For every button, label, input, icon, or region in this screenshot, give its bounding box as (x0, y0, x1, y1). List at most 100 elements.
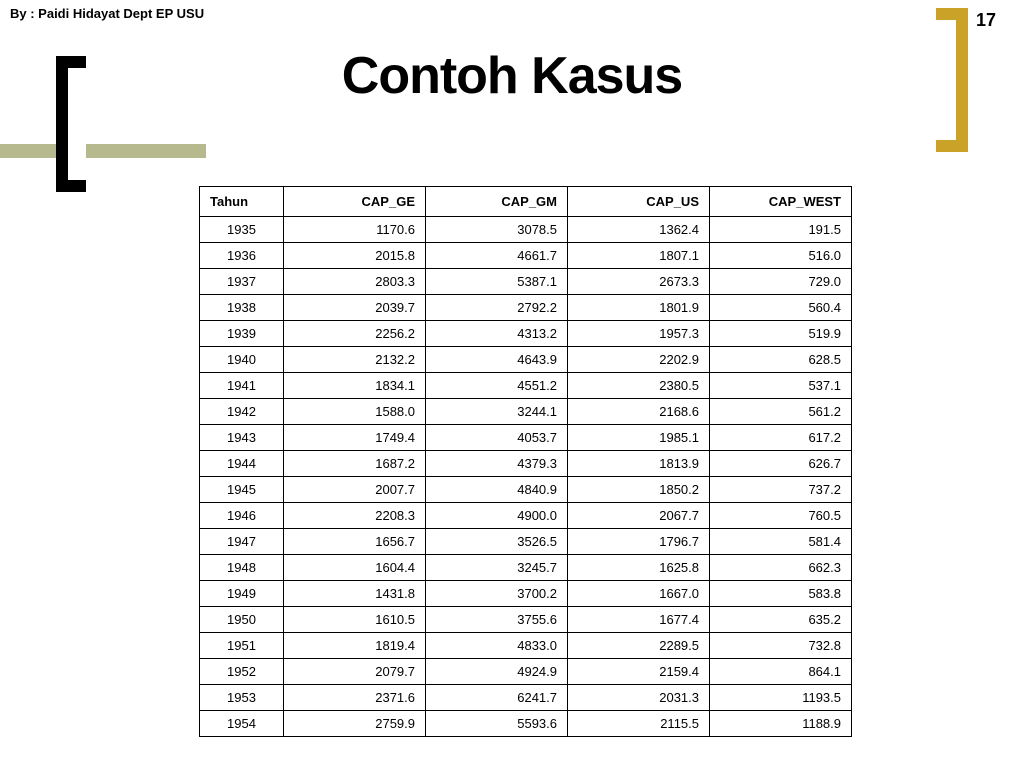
col-header-cap-us: CAP_US (568, 187, 710, 217)
cell-value: 4643.9 (426, 347, 568, 373)
cell-value: 732.8 (710, 633, 852, 659)
table-row: 19372803.35387.12673.3729.0 (200, 269, 852, 295)
slide-title: Contoh Kasus (0, 46, 1024, 106)
col-header-cap-ge: CAP_GE (284, 187, 426, 217)
table-row: 19511819.44833.02289.5732.8 (200, 633, 852, 659)
col-header-cap-west: CAP_WEST (710, 187, 852, 217)
cell-value: 519.9 (710, 321, 852, 347)
cell-value: 1801.9 (568, 295, 710, 321)
cell-value: 760.5 (710, 503, 852, 529)
table-row: 19491431.83700.21667.0583.8 (200, 581, 852, 607)
cell-value: 516.0 (710, 243, 852, 269)
data-table: Tahun CAP_GE CAP_GM CAP_US CAP_WEST 1935… (199, 186, 852, 737)
cell-value: 3078.5 (426, 217, 568, 243)
author-label: By : Paidi Hidayat Dept EP USU (10, 6, 204, 21)
cell-value: 2803.3 (284, 269, 426, 295)
cell-value: 1985.1 (568, 425, 710, 451)
cell-value: 1813.9 (568, 451, 710, 477)
cell-value: 3755.6 (426, 607, 568, 633)
cell-value: 581.4 (710, 529, 852, 555)
cell-value: 1431.8 (284, 581, 426, 607)
bracket-left-icon (56, 56, 86, 192)
cell-value: 1677.4 (568, 607, 710, 633)
cell-year: 1949 (200, 581, 284, 607)
cell-value: 2039.7 (284, 295, 426, 321)
cell-year: 1946 (200, 503, 284, 529)
cell-value: 2007.7 (284, 477, 426, 503)
table-row: 19441687.24379.31813.9626.7 (200, 451, 852, 477)
table-row: 19431749.44053.71985.1617.2 (200, 425, 852, 451)
cell-value: 1588.0 (284, 399, 426, 425)
table-row: 19462208.34900.02067.7760.5 (200, 503, 852, 529)
cell-year: 1945 (200, 477, 284, 503)
cell-value: 1850.2 (568, 477, 710, 503)
cell-value: 2380.5 (568, 373, 710, 399)
table-row: 19542759.95593.62115.51188.9 (200, 711, 852, 737)
cell-year: 1947 (200, 529, 284, 555)
slide: By : Paidi Hidayat Dept EP USU 17 Contoh… (0, 0, 1024, 768)
table-row: 19501610.53755.61677.4635.2 (200, 607, 852, 633)
cell-value: 2202.9 (568, 347, 710, 373)
col-header-tahun: Tahun (200, 187, 284, 217)
cell-value: 628.5 (710, 347, 852, 373)
cell-value: 1807.1 (568, 243, 710, 269)
table-row: 19382039.72792.21801.9560.4 (200, 295, 852, 321)
cell-value: 4313.2 (426, 321, 568, 347)
cell-year: 1935 (200, 217, 284, 243)
table-row: 19452007.74840.91850.2737.2 (200, 477, 852, 503)
table-row: 19351170.63078.51362.4191.5 (200, 217, 852, 243)
table-row: 19362015.84661.71807.1516.0 (200, 243, 852, 269)
cell-value: 2159.4 (568, 659, 710, 685)
table-row: 19402132.24643.92202.9628.5 (200, 347, 852, 373)
table-row: 19392256.24313.21957.3519.9 (200, 321, 852, 347)
table-row: 19522079.74924.92159.4864.1 (200, 659, 852, 685)
page-number: 17 (976, 10, 996, 31)
cell-value: 537.1 (710, 373, 852, 399)
cell-year: 1951 (200, 633, 284, 659)
cell-value: 4833.0 (426, 633, 568, 659)
cell-year: 1950 (200, 607, 284, 633)
cell-value: 1625.8 (568, 555, 710, 581)
cell-value: 1834.1 (284, 373, 426, 399)
cell-value: 626.7 (710, 451, 852, 477)
cell-value: 635.2 (710, 607, 852, 633)
cell-year: 1937 (200, 269, 284, 295)
table-row: 19532371.66241.72031.31193.5 (200, 685, 852, 711)
cell-year: 1936 (200, 243, 284, 269)
cell-value: 3700.2 (426, 581, 568, 607)
cell-value: 1687.2 (284, 451, 426, 477)
cell-value: 1610.5 (284, 607, 426, 633)
cell-value: 4900.0 (426, 503, 568, 529)
cell-value: 5387.1 (426, 269, 568, 295)
table-row: 19481604.43245.71625.8662.3 (200, 555, 852, 581)
cell-year: 1952 (200, 659, 284, 685)
cell-value: 2673.3 (568, 269, 710, 295)
cell-value: 2759.9 (284, 711, 426, 737)
cell-value: 1749.4 (284, 425, 426, 451)
cell-value: 1170.6 (284, 217, 426, 243)
cell-value: 737.2 (710, 477, 852, 503)
cell-value: 1957.3 (568, 321, 710, 347)
cell-value: 1819.4 (284, 633, 426, 659)
accent-strip-2 (86, 144, 206, 158)
cell-value: 617.2 (710, 425, 852, 451)
accent-strip (0, 144, 56, 158)
cell-year: 1938 (200, 295, 284, 321)
table-header-row: Tahun CAP_GE CAP_GM CAP_US CAP_WEST (200, 187, 852, 217)
cell-value: 583.8 (710, 581, 852, 607)
cell-value: 1604.4 (284, 555, 426, 581)
cell-value: 2168.6 (568, 399, 710, 425)
cell-year: 1943 (200, 425, 284, 451)
cell-value: 5593.6 (426, 711, 568, 737)
col-header-cap-gm: CAP_GM (426, 187, 568, 217)
cell-value: 1667.0 (568, 581, 710, 607)
cell-value: 2132.2 (284, 347, 426, 373)
cell-value: 1362.4 (568, 217, 710, 243)
cell-value: 2792.2 (426, 295, 568, 321)
cell-value: 191.5 (710, 217, 852, 243)
cell-year: 1939 (200, 321, 284, 347)
cell-value: 662.3 (710, 555, 852, 581)
cell-value: 561.2 (710, 399, 852, 425)
cell-value: 1193.5 (710, 685, 852, 711)
table-row: 19411834.14551.22380.5537.1 (200, 373, 852, 399)
